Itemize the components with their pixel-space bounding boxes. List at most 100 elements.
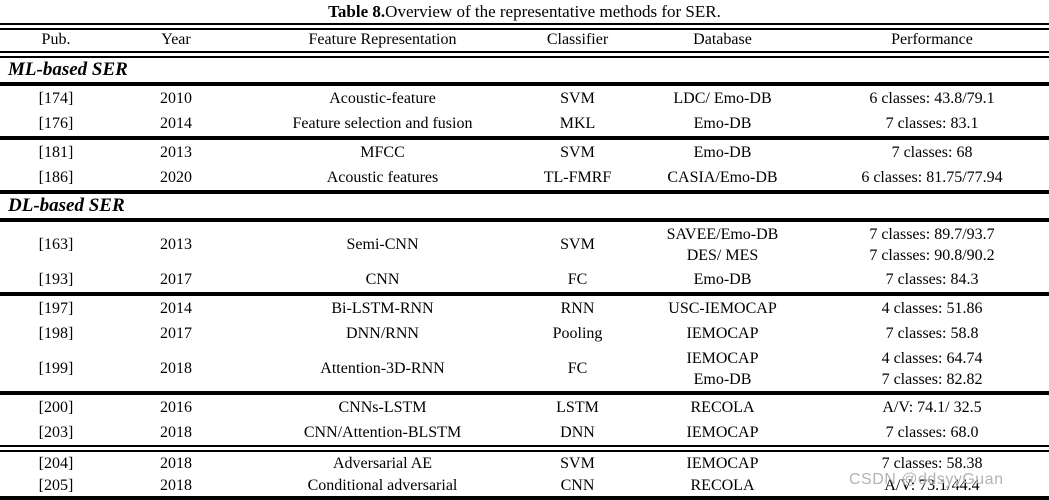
cell-performance: 7 classes: 83.1 bbox=[815, 113, 1049, 134]
rule-thick bbox=[0, 496, 1049, 500]
table-row: [199] 2018 Attention-3D-RNN FC IEMOCAP Emo-DB… bbox=[0, 346, 1049, 391]
cell-classifier: RNN bbox=[525, 298, 630, 319]
cell-classifier: SVM bbox=[525, 88, 630, 109]
cell-pub: [200] bbox=[0, 397, 112, 418]
table-body: ML-based SER [174] 2010 Acoustic-feature SVM… bbox=[0, 58, 1049, 500]
cell-line: Emo-DB bbox=[693, 115, 752, 132]
cell-feature: MFCC bbox=[240, 142, 525, 163]
cell-classifier: SVM bbox=[525, 453, 630, 474]
cell-line: SVM bbox=[560, 144, 595, 161]
cell-pub: [163] bbox=[0, 234, 112, 255]
cell-line: MFCC bbox=[360, 144, 405, 161]
cell-line: SVM bbox=[560, 236, 595, 253]
cell-performance: 4 classes: 51.86 bbox=[815, 298, 1049, 319]
cell-performance: 4 classes: 64.74 7 classes: 82.82 bbox=[815, 348, 1049, 390]
cell-performance: 6 classes: 81.75/77.94 bbox=[815, 167, 1049, 188]
cell-year: 2016 bbox=[112, 397, 240, 418]
cell-line: Bi-LSTM-RNN bbox=[331, 300, 434, 317]
cell-line: CNN bbox=[560, 476, 595, 494]
cell-line: [197] bbox=[38, 300, 74, 317]
cell-line: A/V: 74.1/ 32.5 bbox=[882, 399, 982, 416]
cell-line: Emo-DB bbox=[693, 370, 752, 388]
cell-feature: Conditional adversarial bbox=[240, 475, 525, 496]
column-header-feature: Feature Representation bbox=[308, 31, 457, 49]
cell-feature: Acoustic-feature bbox=[240, 88, 525, 109]
cell-line: Pooling bbox=[552, 325, 603, 342]
cell-year: 2018 bbox=[112, 475, 240, 496]
cell-line: 7 classes: 58.38 bbox=[881, 454, 983, 472]
cell-pub: [198] bbox=[0, 323, 112, 344]
cell-line: RNN bbox=[560, 300, 595, 317]
rule-double-header bbox=[0, 51, 1049, 58]
cell-line: FC bbox=[567, 271, 588, 288]
cell-line: 7 classes: 90.8/90.2 bbox=[869, 246, 995, 264]
cell-classifier: SVM bbox=[525, 234, 630, 255]
cell-performance: 6 classes: 43.8/79.1 bbox=[815, 88, 1049, 109]
cell-feature: CNN bbox=[240, 269, 525, 290]
cell-pub: [204] bbox=[0, 453, 112, 474]
table-row: [181] 2013 MFCC SVM Emo-DB 7 classes: 68 bbox=[0, 140, 1049, 165]
cell-line: 2018 bbox=[160, 360, 192, 377]
cell-database: IEMOCAP bbox=[630, 422, 815, 443]
table-header-row: Pub. Year Feature Representation Classif… bbox=[0, 30, 1049, 51]
cell-classifier: MKL bbox=[525, 113, 630, 134]
cell-classifier: Pooling bbox=[525, 323, 630, 344]
rule-thick bbox=[0, 190, 1049, 194]
watermark: CSDN @ddsyyGuan bbox=[849, 471, 1004, 488]
rule-thick bbox=[0, 82, 1049, 86]
table-number: Table 8. bbox=[328, 1, 386, 21]
cell-year: 2018 bbox=[112, 453, 240, 474]
cell-line: Emo-DB bbox=[693, 144, 752, 161]
cell-database: IEMOCAP bbox=[630, 323, 815, 344]
cell-line: [193] bbox=[38, 271, 74, 288]
cell-line: Acoustic features bbox=[326, 169, 439, 186]
cell-line: RECOLA bbox=[690, 399, 755, 416]
cell-line: [181] bbox=[38, 144, 74, 161]
cell-line: DNN/RNN bbox=[346, 325, 419, 342]
cell-performance: 7 classes: 58.8 bbox=[815, 323, 1049, 344]
cell-line: 2017 bbox=[160, 325, 192, 342]
cell-line: [205] bbox=[38, 476, 74, 494]
cell-line: RECOLA bbox=[690, 476, 755, 494]
cell-line: 7 classes: 58.8 bbox=[885, 325, 979, 342]
table-row: [174] 2010 Acoustic-feature SVM LDC/ Emo-DB 6… bbox=[0, 86, 1049, 111]
table-row: [203] 2018 CNN/Attention-BLSTM DNN IEMOCAP 7 … bbox=[0, 420, 1049, 445]
cell-line: [203] bbox=[38, 424, 74, 441]
cell-line: 7 classes: 82.82 bbox=[881, 370, 983, 388]
cell-line: 2017 bbox=[160, 271, 192, 288]
column-header-year: Year bbox=[161, 31, 191, 49]
cell-line: Semi-CNN bbox=[346, 236, 419, 253]
cell-line: DES/ MES bbox=[686, 246, 759, 264]
table-row: [204] 2018 Adversarial AE SVM IEMOCAP 7 class… bbox=[0, 452, 1049, 474]
cell-pub: [176] bbox=[0, 113, 112, 134]
cell-line: Conditional adversarial bbox=[307, 476, 458, 494]
cell-line: LSTM bbox=[556, 399, 599, 416]
table-row: [205] 2018 Conditional adversarial CNN RECOL… bbox=[0, 474, 1049, 496]
cell-classifier: LSTM bbox=[525, 397, 630, 418]
cell-database: RECOLA bbox=[630, 397, 815, 418]
cell-performance: 7 classes: 68.0 bbox=[815, 422, 1049, 443]
cell-line: [200] bbox=[38, 399, 74, 416]
column-header-database: Database bbox=[693, 31, 752, 49]
cell-performance: A/V: 74.1/ 32.5 bbox=[815, 397, 1049, 418]
column-header-pub: Pub. bbox=[41, 31, 71, 49]
cell-database: Emo-DB bbox=[630, 142, 815, 163]
cell-year: 2017 bbox=[112, 323, 240, 344]
cell-line: 2016 bbox=[160, 399, 192, 416]
cell-year: 2018 bbox=[112, 422, 240, 443]
cell-line: [204] bbox=[38, 454, 74, 472]
cell-line: Adversarial AE bbox=[332, 454, 433, 472]
table-row: [186] 2020 Acoustic features TL-FMRF CASIA/E… bbox=[0, 165, 1049, 190]
cell-feature: CNNs-LSTM bbox=[240, 397, 525, 418]
cell-classifier: FC bbox=[525, 269, 630, 290]
table-row: [176] 2014 Feature selection and fusion MKL… bbox=[0, 111, 1049, 136]
cell-performance: 7 classes: 89.7/93.7 7 classes: 90.8/90.2 bbox=[815, 224, 1049, 266]
table-row: [200] 2016 CNNs-LSTM LSTM RECOLA A/V: 74.1/ 3… bbox=[0, 395, 1049, 420]
cell-performance: 7 classes: 84.3 bbox=[815, 269, 1049, 290]
cell-classifier: DNN bbox=[525, 422, 630, 443]
cell-line: IEMOCAP bbox=[686, 349, 759, 367]
cell-line: 6 classes: 81.75/77.94 bbox=[861, 169, 1003, 186]
cell-pub: [197] bbox=[0, 298, 112, 319]
cell-line: 2013 bbox=[160, 144, 192, 161]
cell-feature: Attention-3D-RNN bbox=[240, 358, 525, 379]
